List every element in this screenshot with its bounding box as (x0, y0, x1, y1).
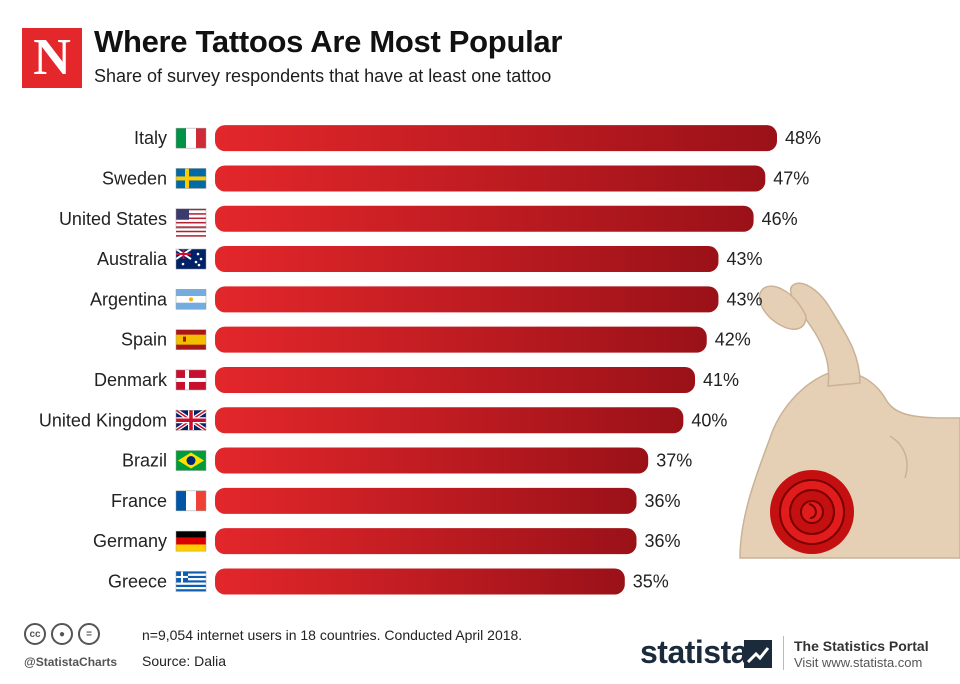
bar-row: United States 46% (59, 205, 798, 237)
bar (215, 165, 766, 192)
forearm-shape (789, 282, 861, 387)
bar-row: Germany 36% (93, 528, 681, 555)
bar (215, 447, 649, 474)
category-label: France (111, 491, 167, 511)
category-label: United Kingdom (39, 410, 167, 430)
flexed-arm-illustration (739, 282, 960, 559)
bar-row: Argentina 43% (90, 286, 762, 313)
category-label: Brazil (122, 451, 167, 471)
bar-row: Brazil 37% (122, 447, 692, 474)
value-label: 48% (785, 128, 821, 148)
source-note: Source: Dalia (142, 653, 227, 669)
bar (215, 528, 637, 555)
bar-row: Italy 48% (134, 125, 821, 152)
flag-usa-icon (175, 208, 207, 237)
statista-logo-icon (744, 640, 772, 668)
chart-subtitle: Share of survey respondents that have at… (94, 66, 552, 86)
category-label: Australia (97, 249, 168, 269)
value-label: 43% (726, 289, 762, 309)
flag-italy-icon (175, 127, 207, 149)
value-label: 36% (645, 531, 681, 551)
flag-greece-icon (175, 571, 207, 592)
category-label: Spain (121, 330, 167, 350)
category-label: Argentina (90, 289, 168, 309)
flag-spain-icon (175, 329, 207, 350)
attribution-icon: ● (51, 623, 73, 645)
bar (215, 326, 707, 353)
statista-brand: statista (640, 634, 749, 670)
value-label: 35% (633, 571, 669, 591)
flag-argentina-icon (175, 289, 207, 310)
value-label: 46% (762, 209, 798, 229)
value-label: 37% (656, 451, 692, 471)
bar (215, 407, 684, 434)
bar-row: Sweden 47% (102, 165, 809, 192)
chart-title: Where Tattoos Are Most Popular (94, 24, 563, 59)
rose-tattoo-icon (770, 470, 854, 554)
flag-australia-icon (175, 248, 207, 270)
footer-divider (783, 636, 784, 670)
value-label: 42% (715, 330, 751, 350)
bar (215, 246, 719, 273)
bar (215, 487, 637, 514)
flag-germany-icon (175, 530, 207, 552)
bar (215, 205, 754, 232)
category-label: Greece (108, 571, 167, 591)
bar-row: Greece 35% (108, 568, 669, 595)
category-label: Denmark (94, 370, 168, 390)
bar-row: Denmark 41% (94, 366, 739, 393)
category-label: Sweden (102, 168, 167, 188)
twitter-handle: @StatistaCharts (24, 655, 118, 669)
sample-note: n=9,054 internet users in 18 countries. … (142, 627, 523, 643)
license-icons: cc ● = (24, 623, 100, 645)
bar (215, 125, 777, 152)
bar (215, 286, 719, 313)
bar-row: France 36% (111, 487, 681, 514)
value-label: 36% (645, 491, 681, 511)
fist-shape (758, 285, 807, 330)
value-label: 47% (773, 168, 809, 188)
no-derivatives-icon: = (78, 623, 100, 645)
category-label: Italy (134, 128, 167, 148)
newsweek-logo: N (22, 28, 82, 88)
cc-license-icon: cc (24, 623, 46, 645)
bar-row: Spain 42% (121, 326, 751, 353)
bar-row: United Kingdom 40% (39, 407, 727, 434)
bar-row: Australia 43% (97, 246, 762, 273)
flag-brazil-icon (175, 450, 207, 471)
value-label: 40% (691, 410, 727, 430)
value-label: 41% (703, 370, 739, 390)
flag-uk-icon (174, 408, 208, 432)
bar (215, 366, 696, 393)
flag-france-icon (175, 490, 207, 512)
category-label: Germany (93, 531, 167, 551)
flag-sweden-icon (175, 168, 207, 189)
bar (215, 568, 625, 595)
portal-title: The Statistics Portal (794, 638, 929, 654)
bar-chart: Italy 48%Sweden 47%United States 46%Austral… (39, 125, 821, 595)
flag-denmark-icon (175, 369, 207, 391)
value-label: 43% (726, 249, 762, 269)
category-label: United States (59, 209, 167, 229)
portal-url: Visit www.statista.com (794, 655, 923, 670)
